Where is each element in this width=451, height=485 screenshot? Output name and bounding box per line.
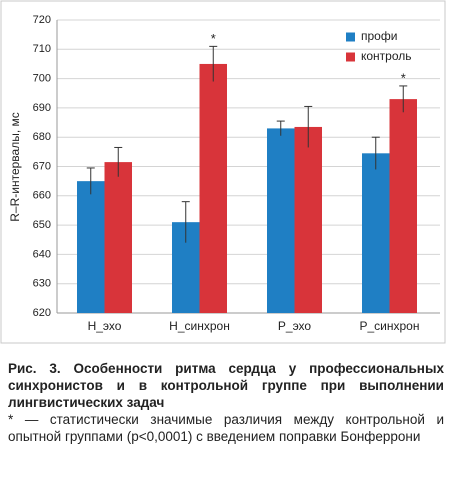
x-tick-label: Р_синхрон (360, 319, 420, 333)
y-axis-label: R–R-интервалы, мс (8, 112, 22, 222)
caption: Рис. 3. Особенности ритма сердца у профе… (8, 360, 444, 445)
y-tick-label: 680 (33, 131, 51, 143)
legend-label: контроль (361, 49, 412, 63)
y-tick-label: 700 (33, 73, 51, 85)
y-tick-label: 710 (33, 43, 51, 55)
y-tick-label: 670 (33, 160, 51, 172)
bar (267, 128, 295, 313)
x-tick-label: Н_эхо (88, 319, 122, 333)
y-tick-label: 650 (33, 219, 51, 231)
y-tick-label: 630 (33, 278, 51, 290)
y-tick-label: 620 (33, 307, 51, 319)
legend-label: профи (361, 29, 397, 43)
bar (104, 162, 132, 313)
x-tick-label: Н_синхрон (169, 319, 230, 333)
significance-mark: * (401, 70, 406, 85)
significance-mark: * (211, 31, 216, 46)
bar (389, 99, 417, 313)
bar (362, 153, 390, 313)
legend-swatch (346, 32, 355, 42)
y-tick-label: 640 (33, 248, 51, 260)
bar (199, 63, 227, 314)
y-tick-label: 690 (33, 102, 51, 114)
chart: R–R-интервалы, мс 620 630 640 650 660 670 680 6… (0, 0, 446, 344)
caption-title: Рис. 3. Особенности ритма сердца у профе… (8, 361, 444, 410)
bar (294, 126, 322, 313)
x-tick-label: Р_эхо (278, 319, 312, 333)
y-tick-label: 660 (33, 190, 51, 202)
legend-swatch (346, 52, 355, 62)
bar (77, 181, 105, 313)
caption-note: * — статистически значимые различия межд… (8, 412, 444, 444)
y-tick-label: 720 (33, 14, 51, 26)
